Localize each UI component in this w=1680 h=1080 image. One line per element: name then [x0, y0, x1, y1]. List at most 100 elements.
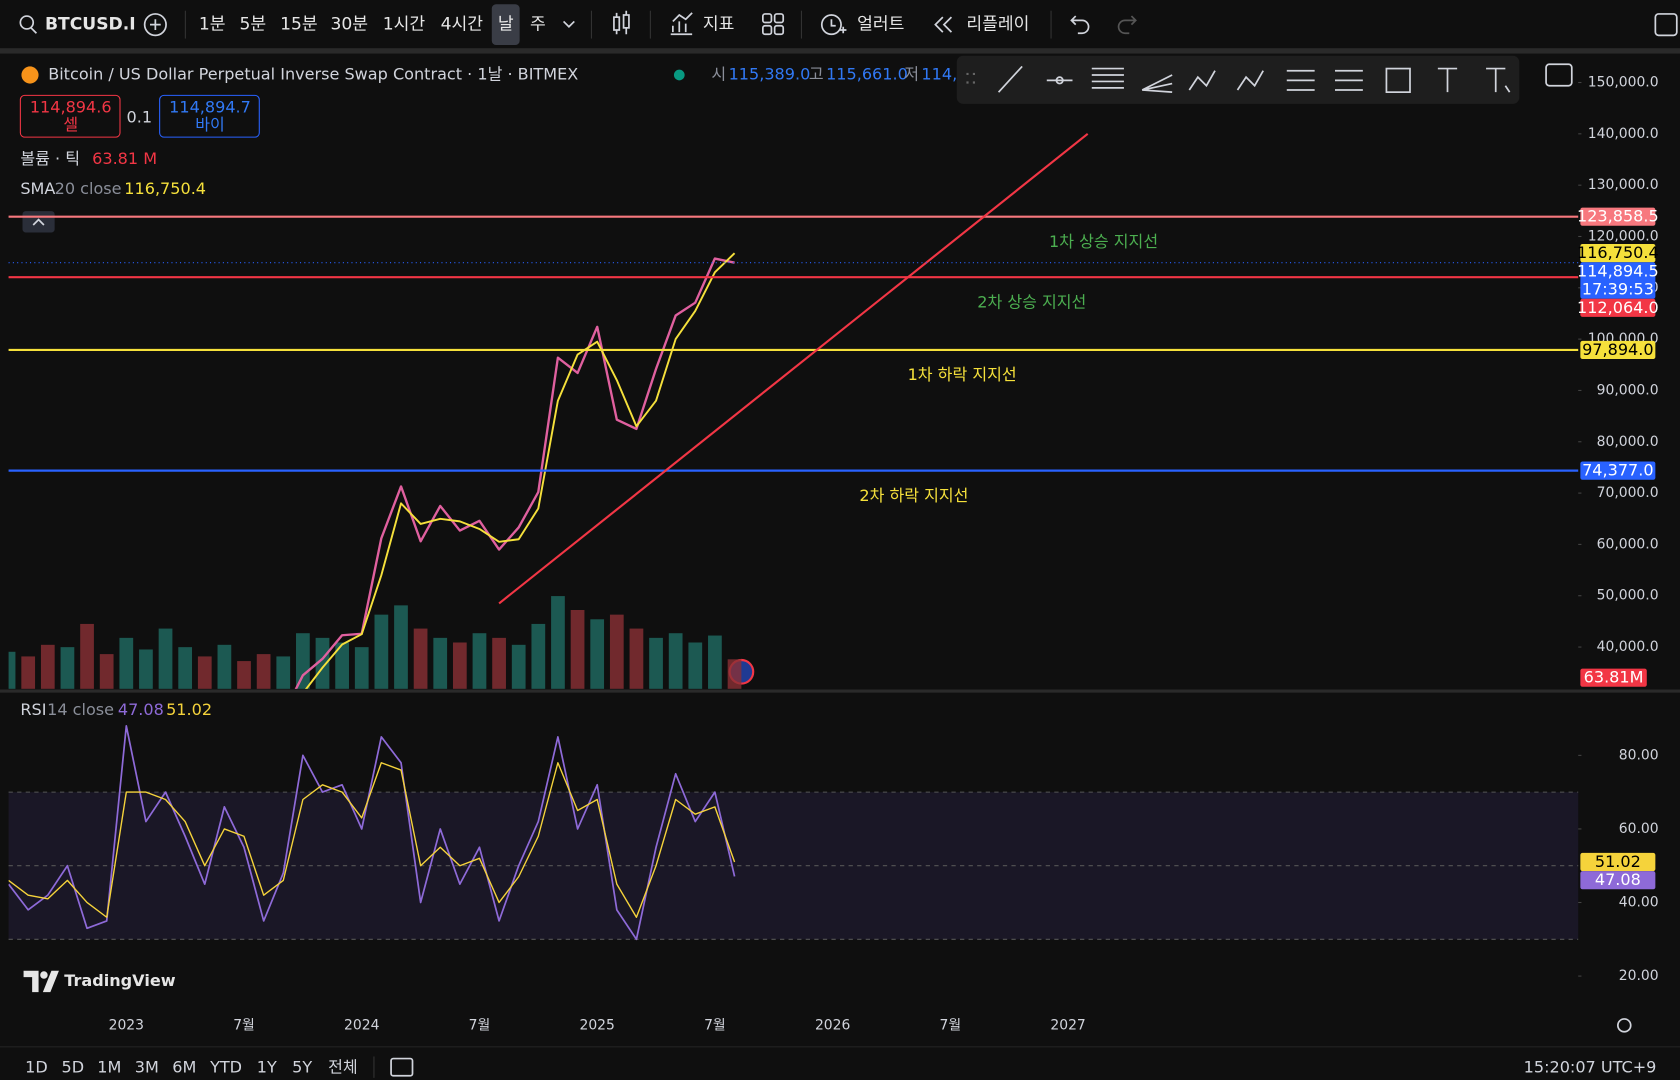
pattern-tool[interactable]: [1188, 70, 1216, 91]
volume-bar: [217, 644, 232, 689]
replay-icon[interactable]: [934, 16, 953, 33]
ohlc-key: 고: [809, 65, 824, 84]
price-tag-label: 97,894.0: [1582, 340, 1654, 359]
interval-button[interactable]: 4시간: [441, 15, 484, 35]
sell-price: 114,894.6: [30, 98, 112, 117]
range-button[interactable]: 1Y: [257, 1058, 277, 1077]
level-annotation: 1차 상승 지지선: [1049, 232, 1158, 251]
toolbar-divider: [0, 48, 1680, 54]
time-tick-label: 7월: [704, 1017, 726, 1033]
volume-tag-label: 63.81M: [1584, 668, 1644, 687]
fullscreen-button[interactable]: [1654, 13, 1678, 37]
collapse-legend[interactable]: [22, 211, 55, 233]
range-button[interactable]: 6M: [172, 1058, 196, 1077]
alert-icon: [830, 19, 847, 34]
anchored-text-tool[interactable]: [1486, 67, 1511, 93]
redo-button[interactable]: [1117, 15, 1137, 35]
range-button[interactable]: 5D: [62, 1058, 85, 1077]
volume-bar: [8, 651, 16, 689]
alert-button[interactable]: 얼러트: [857, 15, 904, 35]
search-icon: [30, 27, 38, 34]
volume-bar: [158, 628, 173, 689]
search-icon: [19, 15, 35, 30]
volume-bar: [649, 637, 663, 689]
price-tag: [1580, 461, 1656, 480]
price-tick-label: 120,000.0: [1588, 228, 1659, 244]
volume-bar: [531, 623, 546, 689]
fan-tool[interactable]: [1141, 74, 1173, 93]
symbol-title: Bitcoin / US Dollar Perpetual Inverse Sw…: [48, 65, 578, 84]
volume-bar: [60, 647, 75, 689]
alert-icon[interactable]: [820, 14, 842, 36]
undo-button[interactable]: [1070, 15, 1090, 35]
add-symbol[interactable]: [143, 13, 167, 37]
rsi-legend-name: RSI: [20, 700, 46, 719]
volume-bar: [551, 596, 565, 689]
range-button[interactable]: 전체: [328, 1058, 358, 1077]
ohlc-key: 시: [711, 65, 726, 84]
volume-bar: [40, 644, 55, 689]
indicators-icon[interactable]: [670, 12, 693, 36]
rectangle-tool[interactable]: [1385, 67, 1411, 93]
replay-button[interactable]: 리플레이: [966, 15, 1029, 35]
interval-button[interactable]: 15분: [280, 15, 318, 35]
layouts-button[interactable]: [762, 13, 785, 36]
range-button[interactable]: 5Y: [292, 1058, 312, 1077]
symbol[interactable]: BTCUSD.I: [45, 15, 136, 35]
settings-button[interactable]: [1617, 1018, 1632, 1033]
price-line: [294, 257, 735, 689]
range-button[interactable]: 1M: [97, 1058, 121, 1077]
rsi-legend-value: 47.08: [118, 700, 164, 719]
goto-date-button[interactable]: [390, 1057, 414, 1077]
interval-button[interactable]: 날: [498, 15, 514, 35]
price-tag: [1580, 852, 1656, 872]
interval-button[interactable]: 1시간: [383, 15, 426, 35]
layout-icon: [762, 13, 773, 24]
trendline: [498, 133, 1089, 605]
trendline-tool[interactable]: [997, 65, 1023, 93]
volume-bar: [629, 628, 644, 689]
chart-type[interactable]: [613, 10, 630, 35]
add-symbol-icon: [150, 19, 161, 30]
time-tick-label: 2023: [109, 1017, 144, 1033]
volume-bar: [237, 661, 251, 689]
interval-button[interactable]: 5분: [240, 15, 267, 35]
wave-tool[interactable]: [1236, 70, 1264, 91]
range-button[interactable]: 3M: [135, 1058, 159, 1077]
interval-button[interactable]: 1분: [199, 15, 226, 35]
range-button[interactable]: YTD: [209, 1058, 242, 1077]
date-range-tool[interactable]: [1335, 69, 1363, 91]
volume-legend-value: 63.81 M: [92, 149, 157, 168]
volume-bar: [354, 647, 369, 689]
price-tag-label: 114,894.5: [1577, 261, 1659, 280]
price-tag: [1580, 207, 1656, 226]
buy-button[interactable]: 114,894.7 바이: [159, 94, 260, 138]
symbol-search[interactable]: BTCUSD.I: [19, 15, 136, 35]
collapse-icon: [32, 218, 45, 226]
interval-button[interactable]: 30분: [331, 15, 369, 35]
price-tick-label: 80,000.0: [1597, 434, 1659, 450]
time-tick-label: 2027: [1050, 1017, 1085, 1033]
range-tool[interactable]: [1286, 69, 1315, 91]
tradingview-logo: [40, 971, 48, 979]
text-tool[interactable]: [1437, 67, 1458, 93]
layout-icon: [762, 24, 773, 36]
volume-bar: [296, 633, 310, 689]
toolbar-option[interactable]: [1545, 63, 1573, 87]
time-tick-label: 7월: [469, 1017, 491, 1033]
interval-button[interactable]: 주: [530, 15, 546, 35]
interval-menu[interactable]: [562, 20, 575, 28]
countdown: 17:39:53: [1582, 280, 1654, 299]
indicators-button[interactable]: 지표: [703, 15, 735, 35]
time-tick-label: 2024: [344, 1017, 380, 1033]
rsi-tick-label: 20.00: [1619, 968, 1659, 984]
fib-tool[interactable]: [1091, 67, 1124, 89]
range-button[interactable]: 1D: [25, 1058, 48, 1077]
sell-button[interactable]: 114,894.6 셀: [19, 94, 121, 138]
price-tick-label: 130,000.0: [1588, 177, 1659, 193]
rsi-tick-label: 60.00: [1619, 821, 1659, 837]
bitcoin-icon: [21, 66, 39, 84]
volume-bar: [178, 647, 193, 689]
